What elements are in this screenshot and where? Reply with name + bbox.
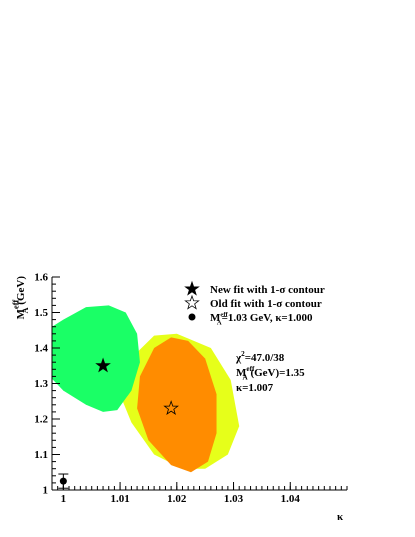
y-tick-label: 1.2: [34, 414, 48, 426]
y-tick-label: 1.3: [34, 378, 48, 390]
text-part: M: [210, 312, 221, 324]
text-part: M: [236, 367, 247, 379]
y-tick-label: 1.4: [34, 343, 48, 355]
legend-label: Old fit with 1-σ contour: [210, 298, 322, 310]
marker: [59, 477, 67, 485]
annotation: κ=1.007: [236, 382, 274, 394]
marker: [188, 313, 196, 321]
annotation: Meff A (GeV)=1.35: [236, 365, 305, 381]
contours: [52, 305, 240, 473]
marker: [184, 294, 200, 310]
annotation: χ2=47.0/38: [235, 350, 285, 364]
x-tick-label: 1: [61, 493, 67, 505]
x-tick-label: 1.01: [110, 493, 129, 505]
contour: [137, 337, 217, 473]
text-part: κ=1.007: [236, 382, 274, 394]
text-part: χ: [235, 352, 242, 364]
x-axis-label: κ: [337, 511, 344, 523]
y-tick-label: 1.1: [34, 449, 48, 461]
y-tick-label: 1.6: [34, 272, 48, 284]
text-part: =1.03 GeV, κ=1.000: [222, 312, 313, 324]
x-tick-label: 1.04: [281, 493, 301, 505]
text-part: eff: [11, 299, 20, 309]
contour: [52, 305, 140, 412]
legend-label: Meff A=1.03 GeV, κ=1.000: [210, 312, 313, 327]
marker: [163, 400, 179, 415]
text-part: eff: [246, 365, 255, 373]
x-tick-label: 1.03: [224, 493, 244, 505]
text-part: =47.0/38: [245, 352, 285, 364]
text-part: A: [242, 374, 248, 382]
marker: [184, 280, 200, 296]
text-part: eff: [220, 312, 228, 319]
y-tick-label: 1.5: [34, 307, 48, 319]
y-tick-label: 1: [43, 485, 49, 497]
text-part: A: [21, 307, 30, 313]
text-part: (GeV)=1.35: [248, 367, 305, 379]
text-part: 2: [241, 350, 245, 358]
text-part: A: [217, 319, 222, 326]
text-part: (GeV): [15, 276, 27, 308]
y-axis-label: MeffA (GeV): [11, 276, 30, 320]
x-tick-label: 1.02: [167, 493, 187, 505]
marker: [95, 357, 111, 373]
axes: 1 1.01 1.02 1.03 1.04 1 1.1 1.2 1.3 1.4 1.5 1.6 κ: [34, 272, 348, 523]
text-part: M: [15, 308, 27, 319]
legend-label: New fit with 1-σ contour: [210, 284, 325, 296]
